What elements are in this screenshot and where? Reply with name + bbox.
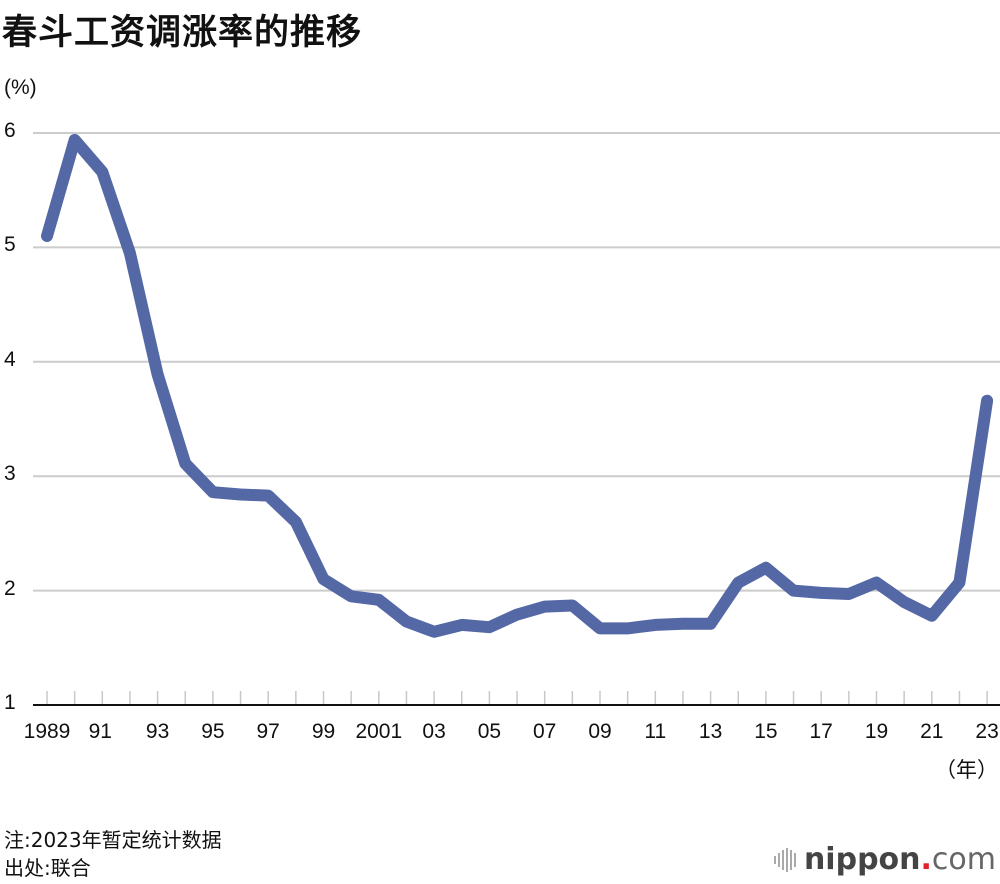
sound-wave-icon [773,847,796,872]
x-axis-ticks [46,691,988,705]
nippon-com-logo: nippon. com [773,842,996,877]
wage-increase-line [41,133,994,638]
brand-dot: . [920,842,932,877]
x-tick-label: 17 [809,720,833,743]
x-tick-label: 09 [588,720,612,743]
gridlines [33,132,1000,592]
y-tick-label: 3 [4,462,16,486]
source-text: 出处:联合 [4,856,91,880]
x-tick-label: 91 [88,720,112,743]
y-tick-label: 2 [4,576,16,600]
y-tick-label: 5 [4,233,16,257]
y-tick-label: 6 [4,119,16,142]
x-tick-label: 11 [644,720,667,743]
x-tick-label: 99 [311,720,336,743]
x-tick-label: 15 [754,720,778,743]
x-tick-label: 21 [920,720,944,743]
brand-name: nippon [803,842,921,877]
y-tick-label: 1 [4,691,16,714]
x-tick-label: 07 [533,720,557,743]
chart-title: 春斗工资调涨率的推移 [2,13,363,53]
x-tick-label: 13 [698,720,723,743]
brand-tld: com [931,842,996,877]
x-tick-label: 05 [477,720,502,743]
x-tick-label: 97 [256,720,280,743]
x-tick-label: 93 [145,720,170,743]
x-tick-label: 1989 [23,720,71,743]
note-text: 注:2023年暂定统计数据 [4,828,222,852]
y-axis-unit: (%) [4,76,37,99]
x-tick-label: 03 [422,720,446,743]
x-axis-unit: （年） [935,758,998,782]
x-tick-label: 95 [201,720,225,743]
x-tick-label: 19 [864,720,889,743]
x-tick-label: 23 [975,720,999,743]
x-tick-label: 2001 [355,720,403,743]
y-tick-label: 4 [4,347,16,371]
